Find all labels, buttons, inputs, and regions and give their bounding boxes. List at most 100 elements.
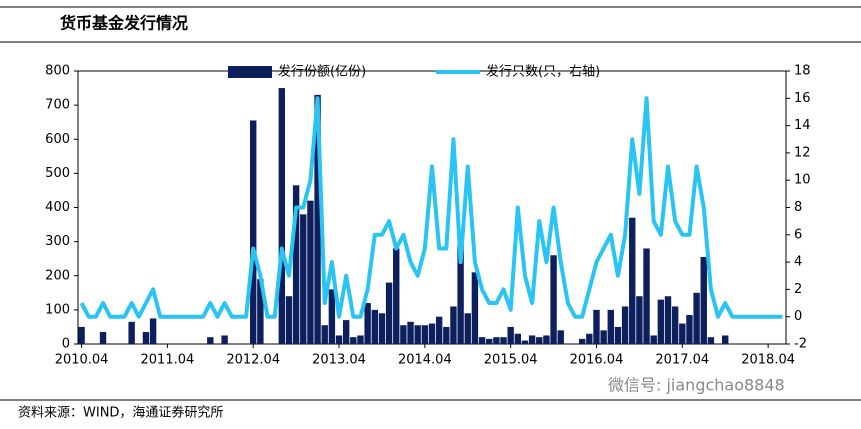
bar bbox=[578, 338, 586, 344]
y2-tick-label: 4 bbox=[794, 255, 802, 270]
y2-tick-label: 12 bbox=[794, 145, 811, 160]
bar bbox=[335, 335, 343, 344]
bar bbox=[450, 306, 457, 344]
bar bbox=[207, 337, 214, 344]
bar bbox=[371, 309, 378, 344]
bar bbox=[414, 325, 421, 344]
bar bbox=[257, 279, 264, 344]
y2-tick-label: 0 bbox=[794, 309, 802, 324]
x-tick-label: 2015.04 bbox=[484, 353, 538, 368]
bar bbox=[486, 338, 493, 344]
bar bbox=[650, 335, 657, 344]
x-tick-label: 2014.04 bbox=[398, 353, 452, 368]
chart-title: 货币基金发行情况 bbox=[60, 14, 188, 33]
bar bbox=[149, 318, 157, 344]
y-tick-label: 100 bbox=[45, 302, 70, 317]
bar bbox=[471, 272, 479, 344]
bar bbox=[464, 313, 471, 344]
y-tick-label: 700 bbox=[45, 98, 70, 113]
bar bbox=[507, 326, 514, 344]
bar bbox=[443, 326, 450, 344]
y-tick-label: 200 bbox=[45, 268, 70, 283]
bar bbox=[657, 299, 665, 344]
y-tick-label: 500 bbox=[45, 166, 70, 181]
bar bbox=[221, 335, 228, 344]
bar bbox=[128, 321, 135, 344]
bar bbox=[521, 340, 529, 344]
y2-tick-label: 10 bbox=[794, 173, 811, 188]
bar bbox=[364, 303, 371, 344]
bar bbox=[671, 306, 679, 344]
bar bbox=[500, 337, 507, 344]
bar bbox=[514, 333, 522, 344]
bar bbox=[314, 94, 321, 344]
y-tick-label: 400 bbox=[45, 200, 70, 215]
bar bbox=[407, 321, 414, 344]
bar bbox=[636, 296, 643, 344]
bar bbox=[342, 320, 350, 344]
bar bbox=[629, 217, 636, 344]
y2-tick-label: 18 bbox=[794, 64, 811, 79]
bar bbox=[428, 323, 436, 344]
bar bbox=[142, 332, 150, 344]
y2-tick-label: 2 bbox=[794, 282, 802, 297]
bar bbox=[493, 337, 500, 344]
bar bbox=[478, 337, 486, 344]
y-tick-label: 0 bbox=[62, 337, 70, 352]
bar bbox=[543, 335, 550, 344]
legend-swatch bbox=[228, 66, 272, 78]
bar bbox=[722, 335, 729, 344]
y2-tick-label: -2 bbox=[794, 337, 807, 352]
bar bbox=[99, 332, 107, 344]
bar bbox=[357, 335, 364, 344]
y-tick-label: 300 bbox=[45, 234, 70, 249]
bar bbox=[393, 248, 400, 344]
bar bbox=[607, 309, 614, 344]
bar bbox=[550, 255, 557, 344]
y2-tick-label: 14 bbox=[794, 118, 811, 133]
x-tick-label: 2010.04 bbox=[55, 353, 109, 368]
y2-tick-label: 8 bbox=[794, 200, 802, 215]
bar bbox=[536, 337, 543, 344]
legend-label: 发行只数(只，右轴) bbox=[486, 64, 600, 80]
bar bbox=[686, 314, 693, 344]
y-tick-label: 800 bbox=[45, 64, 70, 79]
bar bbox=[378, 313, 386, 344]
y2-tick-label: 16 bbox=[794, 91, 811, 106]
bar bbox=[700, 256, 707, 344]
bar bbox=[643, 248, 650, 344]
x-tick-label: 2018.04 bbox=[741, 353, 795, 368]
plot-frame bbox=[77, 70, 787, 345]
x-tick-label: 2013.04 bbox=[312, 353, 366, 368]
bar bbox=[421, 325, 429, 344]
x-tick-label: 2017.04 bbox=[655, 353, 709, 368]
x-tick-label: 2016.04 bbox=[570, 353, 624, 368]
bar bbox=[78, 326, 85, 344]
bar bbox=[586, 333, 593, 344]
x-tick-label: 2012.04 bbox=[226, 353, 280, 368]
bar bbox=[300, 214, 307, 344]
bar bbox=[292, 185, 300, 344]
source: 资料来源：WIND，海通证券研究所 bbox=[18, 405, 223, 421]
bar bbox=[400, 325, 407, 344]
bar bbox=[679, 323, 686, 344]
bar bbox=[435, 316, 443, 344]
bar bbox=[693, 292, 700, 344]
legend-label: 发行份额(亿份) bbox=[278, 64, 366, 80]
bar bbox=[528, 335, 536, 344]
y2-tick-label: 6 bbox=[794, 227, 802, 242]
watermark: 微信号: jiangchao8848 bbox=[608, 376, 785, 395]
bar bbox=[707, 337, 715, 344]
bar bbox=[664, 296, 672, 344]
bar bbox=[250, 120, 257, 344]
line bbox=[79, 96, 783, 319]
bar bbox=[385, 282, 393, 344]
bar bbox=[321, 325, 328, 344]
bar bbox=[350, 337, 357, 344]
bar bbox=[457, 245, 464, 344]
bar bbox=[593, 309, 600, 344]
y-tick-label: 600 bbox=[45, 132, 70, 147]
bar bbox=[557, 330, 564, 344]
bar bbox=[614, 326, 622, 344]
